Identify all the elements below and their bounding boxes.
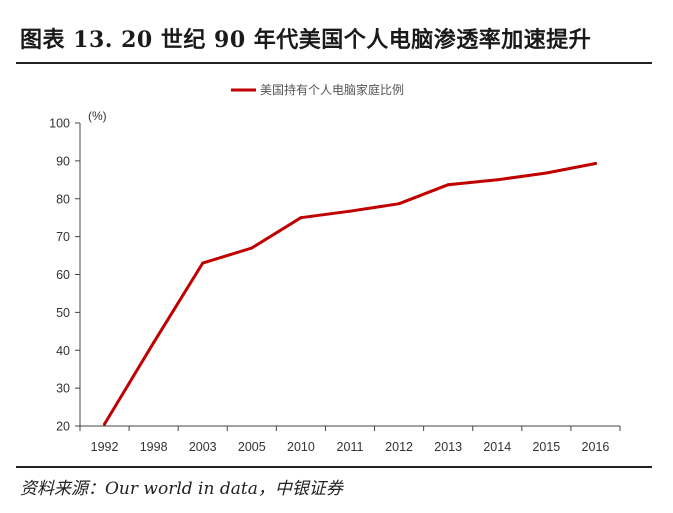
series-line [103, 162, 597, 426]
y-tick-label: 90 [56, 154, 70, 168]
x-tick-label: 1992 [91, 440, 119, 454]
axes: 20 30 40 50 60 70 80 90 100 1992 1998 2003 2005 2010 2… [49, 117, 621, 454]
data-point [103, 422, 107, 426]
x-tick-label: 2005 [238, 440, 266, 454]
x-tick-label: 2011 [337, 440, 364, 454]
data-point [299, 216, 303, 220]
x-tick-label: 2010 [287, 440, 315, 454]
data-point [495, 178, 499, 182]
y-tick-label: 60 [56, 268, 70, 282]
y-axis-unit-label: (%) [88, 109, 107, 123]
y-tick-label: 50 [56, 306, 70, 320]
data-point [201, 261, 205, 265]
y-tick-label: 20 [56, 420, 70, 434]
legend: 美国持有个人电脑家庭比例 [231, 82, 404, 97]
data-point [152, 341, 156, 345]
y-tick-label: 40 [56, 344, 70, 358]
top-rule [16, 62, 652, 64]
y-tick-label: 100 [49, 117, 70, 131]
y-tick-label: 30 [56, 382, 70, 396]
series-layer [103, 162, 597, 426]
y-tick-label: 70 [56, 230, 70, 244]
data-point [250, 246, 254, 250]
bottom-rule [16, 466, 652, 468]
x-tick-label: 2016 [582, 440, 610, 454]
data-point [348, 209, 352, 213]
x-tick-label: 2013 [434, 440, 462, 454]
data-point [593, 162, 597, 166]
x-tick-label: 2014 [483, 440, 511, 454]
y-tick-label: 80 [56, 192, 70, 206]
data-point [397, 202, 401, 206]
x-tick-label: 2003 [189, 440, 217, 454]
figure-title: 图表 13. 20 世纪 90 年代美国个人电脑渗透率加速提升 [20, 27, 592, 53]
x-tick-label: 2012 [385, 440, 413, 454]
legend-label: 美国持有个人电脑家庭比例 [260, 82, 404, 97]
x-tick-label: 2015 [532, 440, 560, 454]
data-point [544, 171, 548, 175]
x-tick-label: 1998 [140, 440, 168, 454]
source-note: 资料来源：Our world in data，中银证券 [20, 479, 343, 499]
data-point [446, 183, 450, 187]
